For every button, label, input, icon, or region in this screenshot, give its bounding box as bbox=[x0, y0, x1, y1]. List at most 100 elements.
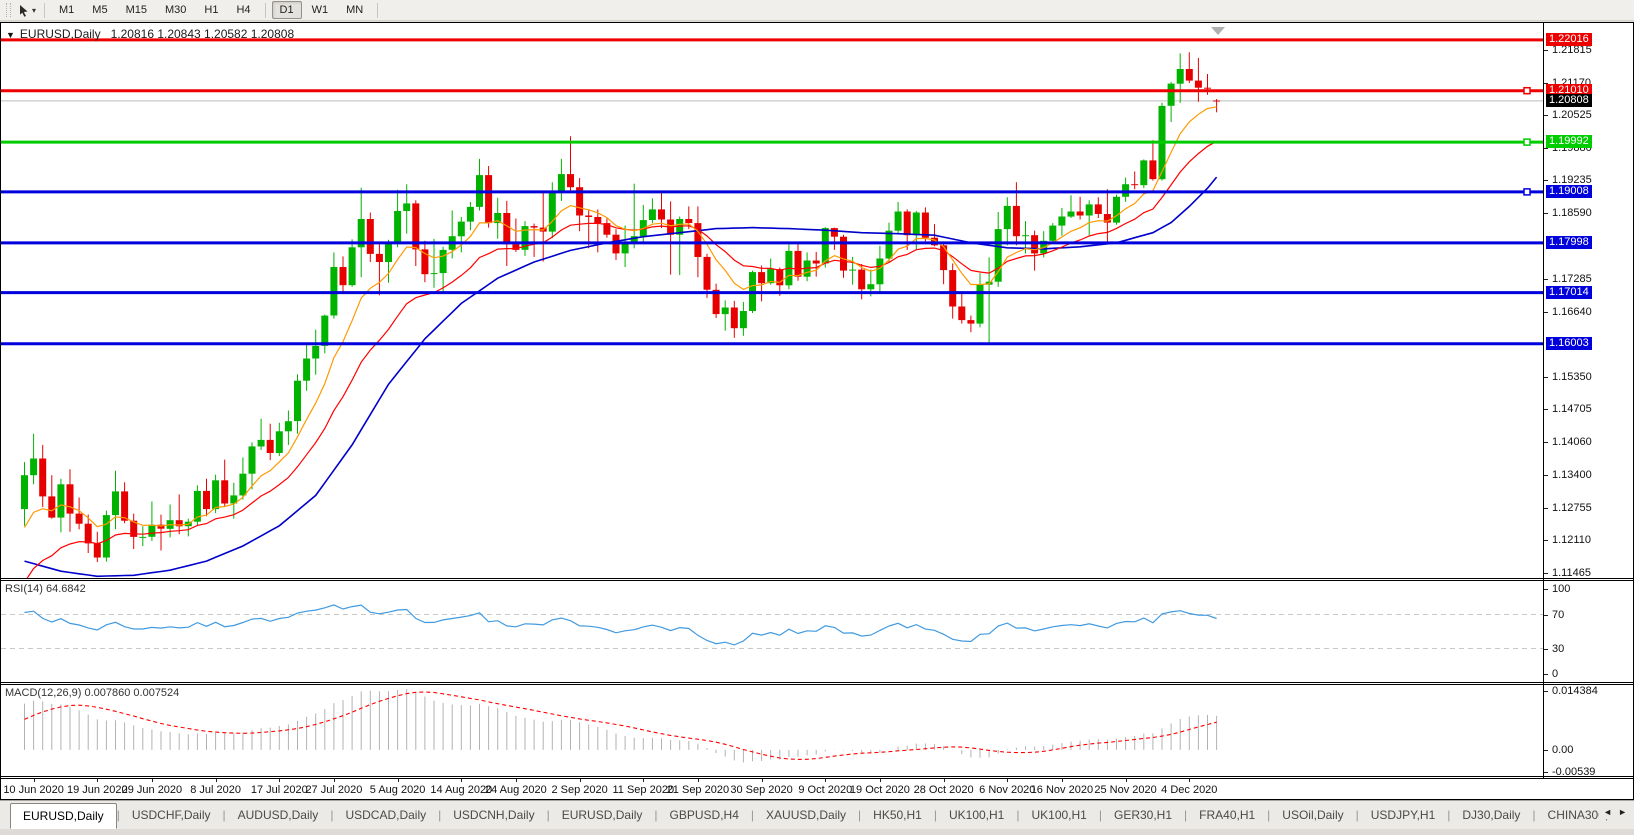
panel-divider bbox=[1, 776, 1633, 777]
panel-divider[interactable] bbox=[1, 580, 1633, 581]
tab-separator: | bbox=[222, 808, 226, 822]
tab-eurusd-daily-0[interactable]: EURUSD,Daily bbox=[10, 802, 117, 829]
price-tick-label: 1.13400 bbox=[1552, 469, 1592, 482]
main-price-chart[interactable] bbox=[1, 24, 1543, 583]
cursor-arrow-icon bbox=[17, 4, 30, 17]
rsi-indicator-panel[interactable]: RSI(14) 64.6842 bbox=[1, 581, 1543, 681]
price-tick-label: 1.19235 bbox=[1552, 174, 1592, 187]
tab-separator: | bbox=[116, 808, 120, 822]
date-tick bbox=[397, 779, 399, 782]
axis-tick bbox=[1544, 674, 1548, 675]
symbol-period-label: EURUSD,Daily bbox=[19, 27, 101, 41]
date-label: 30 Sep 2020 bbox=[730, 784, 793, 796]
scroll-left-icon[interactable]: ◄ bbox=[1603, 807, 1613, 817]
date-tick bbox=[97, 779, 99, 782]
date-label: 4 Dec 2020 bbox=[1161, 784, 1218, 796]
tab-uk100-h1-10[interactable]: UK100,H1 bbox=[1031, 808, 1087, 822]
price-level-label: 1.22016 bbox=[1546, 32, 1592, 46]
timeframe-button-m30[interactable]: M30 bbox=[164, 4, 187, 16]
date-label: 29 Jun 2020 bbox=[121, 784, 183, 796]
chart-window[interactable]: ▼ EURUSD,Daily 1.20816 1.20843 1.20582 1.2… bbox=[0, 22, 1634, 800]
tab-separator: | bbox=[1532, 808, 1536, 822]
price-level-label: 1.21010 bbox=[1546, 83, 1592, 97]
toolbar-grip[interactable] bbox=[6, 3, 11, 17]
timeframe-button-m15[interactable]: M15 bbox=[125, 4, 147, 16]
rsi-tick-label: 0 bbox=[1552, 668, 1559, 680]
tab-hk50-h1-8[interactable]: HK50,H1 bbox=[873, 808, 922, 822]
timeframe-button-h1[interactable]: H1 bbox=[204, 4, 219, 16]
date-label: 28 Oct 2020 bbox=[913, 784, 974, 796]
toolbar-separator bbox=[44, 2, 46, 18]
cursor-tool-button[interactable]: ▾ bbox=[14, 3, 39, 18]
tab-usoil-daily-13[interactable]: USOil,Daily bbox=[1282, 808, 1344, 822]
tab-xauusd-daily-7[interactable]: XAUUSD,Daily bbox=[766, 808, 847, 822]
date-tick bbox=[1007, 779, 1009, 782]
axis-tick bbox=[1544, 749, 1548, 751]
scroll-right-icon[interactable]: ► bbox=[1618, 807, 1627, 817]
date-tick bbox=[697, 779, 699, 782]
date-label: 10 Jun 2020 bbox=[3, 784, 64, 796]
rsi-tick-label: 70 bbox=[1552, 608, 1565, 621]
timeframe-button-m5[interactable]: M5 bbox=[92, 4, 108, 16]
axis-tick bbox=[1544, 772, 1548, 773]
axis-tick bbox=[1544, 180, 1548, 182]
price-level-label: 1.19008 bbox=[1546, 184, 1592, 198]
panel-divider[interactable] bbox=[1, 682, 1633, 683]
macd-canvas[interactable] bbox=[1, 685, 1543, 775]
date-label: 17 Jul 2020 bbox=[250, 784, 308, 796]
date-label: 11 Sep 2020 bbox=[612, 784, 675, 796]
tab-dj30-daily-15[interactable]: DJ30,Daily bbox=[1462, 808, 1521, 822]
price-tick-label: 1.12110 bbox=[1552, 534, 1591, 547]
tab-separator: | bbox=[654, 808, 658, 822]
price-tick-label: 1.16640 bbox=[1552, 305, 1592, 318]
chevron-down-icon[interactable]: ▾ bbox=[32, 5, 37, 15]
price-tick-label: 1.20525 bbox=[1552, 109, 1592, 122]
price-tick-label: 1.12755 bbox=[1552, 501, 1592, 514]
axis-tick bbox=[1544, 614, 1548, 616]
tab-gbpusd-h4-6[interactable]: GBPUSD,H4 bbox=[669, 808, 739, 822]
price-level-label: 1.19992 bbox=[1546, 135, 1592, 149]
tab-uk100-h1-9[interactable]: UK100,H1 bbox=[948, 808, 1005, 822]
collapse-triangle-icon[interactable]: ▼ bbox=[6, 30, 15, 40]
tab-separator: | bbox=[933, 808, 937, 822]
macd-indicator-panel[interactable]: MACD(12,26,9) 0.007860 0.007524 bbox=[1, 685, 1543, 775]
tab-separator: | bbox=[546, 808, 550, 822]
tab-usdcad-daily-3[interactable]: USDCAD,Daily bbox=[345, 808, 427, 822]
timeframe-button-d1[interactable]: D1 bbox=[271, 1, 302, 19]
tab-ger30-h1-11[interactable]: GER30,H1 bbox=[1113, 808, 1173, 822]
timeframe-button-h4[interactable]: H4 bbox=[236, 4, 251, 16]
tab-usdjpy-h1-14[interactable]: USDJPY,H1 bbox=[1370, 808, 1436, 822]
date-label: 14 Aug 2020 bbox=[430, 784, 493, 796]
timeframe-button-m1[interactable]: M1 bbox=[59, 4, 75, 16]
tab-usdcnh-daily-4[interactable]: USDCNH,Daily bbox=[453, 808, 535, 822]
timeframe-button-w1[interactable]: W1 bbox=[311, 4, 329, 16]
date-tick bbox=[879, 779, 881, 782]
date-label: 19 Jun 2020 bbox=[67, 784, 128, 796]
price-axis[interactable]: 1.218151.211701.205251.198801.192351.185… bbox=[1544, 23, 1633, 799]
date-tick bbox=[151, 779, 153, 782]
panel-divider[interactable] bbox=[1, 684, 1633, 685]
candlestick-canvas[interactable] bbox=[1, 24, 1543, 583]
tab-eurusd-daily-5[interactable]: EURUSD,Daily bbox=[561, 808, 643, 822]
tab-separator: | bbox=[750, 808, 755, 822]
date-tick bbox=[515, 779, 517, 782]
date-tick bbox=[643, 779, 645, 782]
chart-shift-marker bbox=[1211, 27, 1225, 35]
toolbar-separator bbox=[264, 2, 266, 18]
tab-fra40-h1-12[interactable]: FRA40,H1 bbox=[1199, 808, 1256, 822]
date-axis[interactable]: 10 Jun 2020 19 Jun 2020 29 Jun 2020 8 Jul 2… bbox=[1, 779, 1543, 799]
price-tick-label: 1.14060 bbox=[1552, 435, 1592, 448]
panel-divider[interactable] bbox=[1, 578, 1633, 579]
date-label: 9 Oct 2020 bbox=[798, 784, 853, 796]
axis-tick bbox=[1544, 278, 1548, 280]
axis-tick bbox=[1544, 573, 1548, 574]
date-tick bbox=[579, 779, 581, 782]
date-label: 16 Nov 2020 bbox=[1030, 784, 1094, 796]
tab-usdchf-daily-1[interactable]: USDCHF,Daily bbox=[131, 808, 211, 822]
timeframe-button-mn[interactable]: MN bbox=[346, 4, 364, 16]
tab-audusd-daily-2[interactable]: AUDUSD,Daily bbox=[237, 808, 319, 822]
axis-tick bbox=[1544, 147, 1548, 149]
axis-tick bbox=[1544, 409, 1548, 411]
macd-tick-label: 0.00 bbox=[1552, 743, 1574, 756]
rsi-canvas[interactable] bbox=[1, 581, 1543, 681]
